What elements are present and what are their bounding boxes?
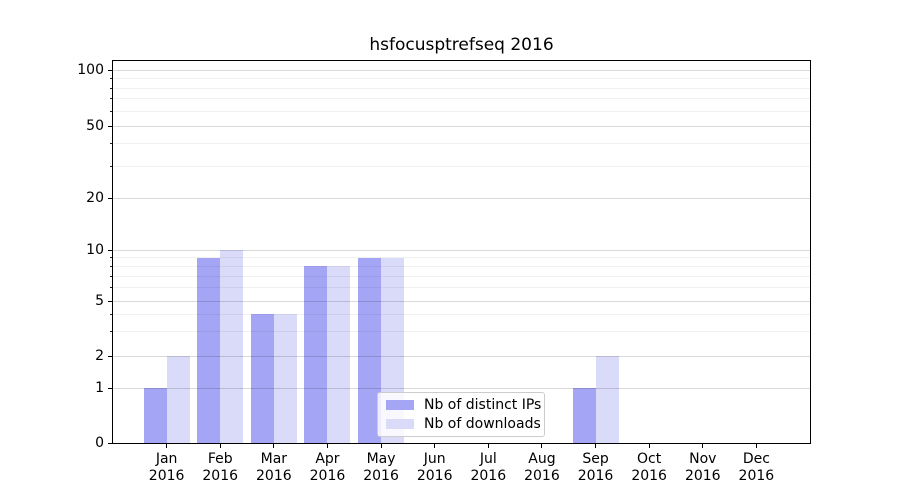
x-label-year: 2016: [148, 468, 185, 484]
legend-row: Nb of downloads: [386, 416, 541, 432]
x-label-year: 2016: [684, 468, 721, 484]
x-label-month: Mar: [260, 451, 288, 467]
y-tick: [108, 125, 112, 127]
x-label-month: Dec: [742, 451, 770, 467]
y-minor-tick: [110, 110, 112, 112]
y-tick-label: 10: [86, 242, 104, 258]
y-tick: [108, 355, 112, 357]
x-tick: [702, 444, 704, 448]
x-tick: [595, 444, 597, 448]
y-minor-tick: [110, 165, 112, 167]
y-tick-label: 1: [95, 380, 104, 396]
x-tick: [487, 444, 489, 448]
bar-mar-downloads: [273, 314, 297, 443]
x-tick: [380, 444, 382, 448]
y-minor-tick: [110, 265, 112, 267]
legend-row: Nb of distinct IPs: [386, 397, 541, 413]
bar-feb-ips: [197, 257, 221, 443]
bar-sep-downloads: [595, 356, 619, 443]
bar-apr-downloads: [327, 266, 351, 443]
x-label-year: 2016: [470, 468, 507, 484]
x-tick-label: Feb 2016: [192, 451, 248, 485]
chart-title: hsfocusptrefseq 2016: [369, 35, 554, 55]
x-tick: [166, 444, 168, 448]
x-tick-label: Mar 2016: [246, 451, 302, 485]
plot-area: Nb of distinct IPs Nb of downloads: [112, 60, 811, 444]
y-tick: [108, 69, 112, 71]
y-tick: [108, 249, 112, 251]
x-tick: [219, 444, 221, 448]
legend: Nb of distinct IPs Nb of downloads: [377, 392, 545, 437]
bars-layer: [113, 61, 810, 443]
x-label-year: 2016: [631, 468, 667, 484]
x-label-year: 2016: [363, 468, 399, 484]
bar-may-ips: [358, 257, 382, 443]
bar-jan-downloads: [166, 356, 190, 443]
x-tick-label: Apr 2016: [299, 451, 355, 485]
legend-label: Nb of downloads: [424, 416, 541, 432]
legend-label: Nb of distinct IPs: [424, 397, 542, 413]
x-tick: [273, 444, 275, 448]
x-tick: [648, 444, 650, 448]
x-tick-label: Sep 2016: [568, 451, 624, 485]
x-label-month: Jul: [479, 451, 497, 467]
x-label-year: 2016: [416, 468, 453, 484]
y-minor-tick: [110, 275, 112, 277]
y-tick-label: 2: [95, 348, 104, 364]
y-minor-tick: [110, 143, 112, 145]
y-minor-tick: [110, 78, 112, 79]
y-minor-tick: [110, 257, 112, 259]
x-label-year: 2016: [309, 468, 346, 484]
x-tick: [434, 444, 436, 448]
bar-apr-ips: [304, 266, 328, 443]
y-minor-tick: [110, 331, 112, 333]
y-minor-tick: [110, 313, 112, 315]
x-label-month: May: [366, 451, 396, 467]
x-label-month: Sep: [582, 451, 609, 467]
x-label-month: Aug: [528, 451, 556, 467]
x-tick-label: Dec 2016: [728, 451, 784, 485]
x-tick: [755, 444, 757, 448]
x-tick-label: Nov 2016: [675, 451, 731, 485]
x-label-month: Oct: [637, 451, 662, 467]
x-label-month: Jan: [155, 451, 178, 467]
x-tick-label: Oct 2016: [621, 451, 677, 485]
bar-feb-downloads: [220, 250, 244, 443]
y-minor-tick: [110, 98, 112, 100]
y-minor-tick: [110, 287, 112, 289]
x-tick-label: Jan 2016: [139, 451, 195, 485]
x-label-month: Nov: [689, 451, 717, 467]
x-label-month: Jun: [423, 451, 446, 467]
x-tick-label: Jun 2016: [407, 451, 463, 485]
x-label-year: 2016: [256, 468, 292, 484]
x-label-year: 2016: [738, 468, 775, 484]
x-label-year: 2016: [524, 468, 560, 484]
y-tick-label: 5: [95, 293, 104, 309]
bar-jan-ips: [143, 388, 167, 443]
x-tick-label: Jul 2016: [460, 451, 516, 485]
x-label-year: 2016: [202, 468, 239, 484]
x-label-year: 2016: [577, 468, 614, 484]
x-tick-label: May 2016: [353, 451, 409, 485]
y-tick-label: 20: [86, 190, 104, 206]
legend-swatch-downloads: [386, 419, 414, 429]
bar-mar-ips: [250, 314, 274, 443]
y-tick-label: 0: [95, 435, 104, 451]
x-tick: [541, 444, 543, 448]
y-tick-label: 100: [77, 62, 104, 78]
x-tick-label: Aug 2016: [514, 451, 570, 485]
y-tick: [108, 442, 112, 444]
bar-sep-ips: [572, 388, 596, 443]
x-tick: [326, 444, 328, 448]
x-label-month: Feb: [207, 451, 233, 467]
x-label-month: Apr: [315, 451, 340, 467]
y-minor-tick: [110, 87, 112, 89]
y-tick: [108, 387, 112, 389]
y-tick: [108, 197, 112, 199]
legend-swatch-distinct-ips: [386, 400, 414, 410]
y-tick-label: 50: [86, 118, 104, 134]
y-tick: [108, 300, 112, 302]
